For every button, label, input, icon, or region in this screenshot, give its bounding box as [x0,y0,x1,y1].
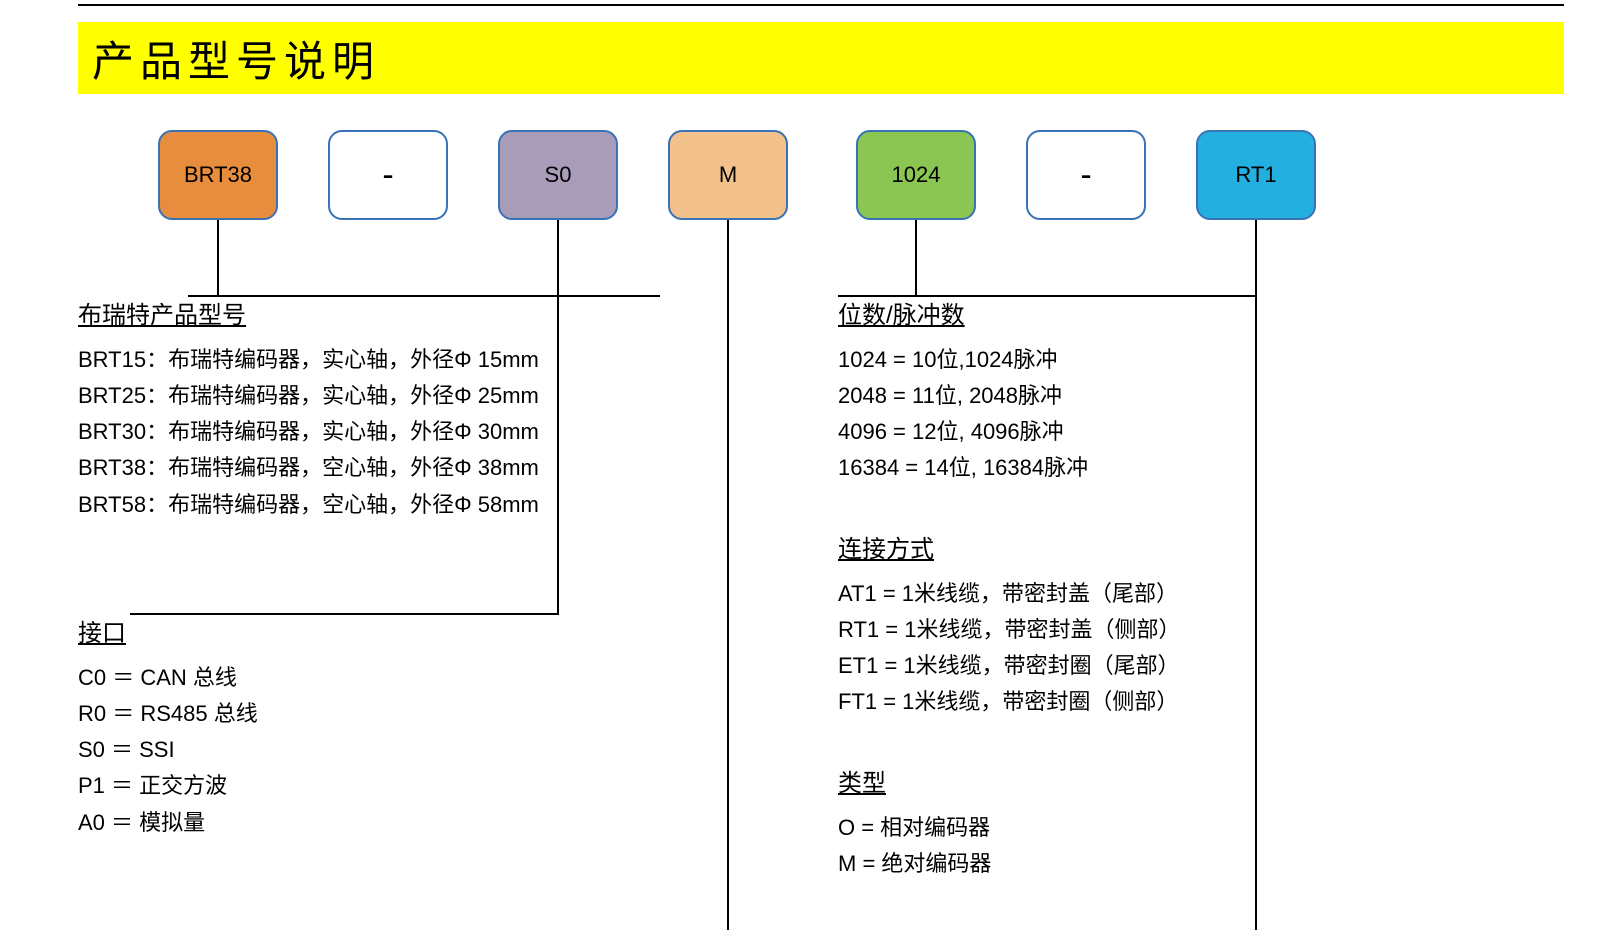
model-line-0: BRT15：布瑞特编码器，实心轴，外径Φ 15mm [78,342,539,378]
conn-line-0: AT1 = 1米线缆，带密封盖（尾部） [838,576,1180,612]
bits-line-0: 1024 = 10位,1024脉冲 [838,342,1088,378]
interface-line-1: R0 ＝ RS485 总线 [78,696,258,732]
code-box-1: - [328,130,448,220]
model-line-2: BRT30：布瑞特编码器，实心轴，外径Φ 30mm [78,414,539,450]
code-box-5: - [1026,130,1146,220]
section-type: 类型 O = 相对编码器M = 绝对编码器 [838,764,991,882]
type-line-0: O = 相对编码器 [838,810,991,846]
section-bits: 位数/脉冲数 1024 = 10位,1024脉冲2048 = 11位, 2048脉… [838,296,1088,487]
code-box-2: S0 [498,130,618,220]
interface-line-4: A0 ＝ 模拟量 [78,805,258,841]
bits-line-2: 4096 = 12位, 4096脉冲 [838,414,1088,450]
conn-title: 连接方式 [838,530,1180,570]
bits-line-1: 2048 = 11位, 2048脉冲 [838,378,1088,414]
conn-line-3: FT1 = 1米线缆，带密封圈（侧部） [838,684,1180,720]
code-box-6: RT1 [1196,130,1316,220]
interface-line-0: C0 ＝ CAN 总线 [78,660,258,696]
model-line-1: BRT25：布瑞特编码器，实心轴，外径Φ 25mm [78,378,539,414]
conn-line-1: RT1 = 1米线缆，带密封盖（侧部） [838,612,1180,648]
type-line-1: M = 绝对编码器 [838,846,991,882]
section-model: 布瑞特产品型号 BRT15：布瑞特编码器，实心轴，外径Φ 15mmBRT25：布瑞… [78,296,539,523]
bits-line-3: 16384 = 14位, 16384脉冲 [838,450,1088,486]
model-line-3: BRT38：布瑞特编码器，空心轴，外径Φ 38mm [78,450,539,486]
interface-line-3: P1 ＝ 正交方波 [78,768,258,804]
type-title: 类型 [838,764,991,804]
bits-title: 位数/脉冲数 [838,296,1088,336]
model-line-4: BRT58：布瑞特编码器，空心轴，外径Φ 58mm [78,487,539,523]
section-connection: 连接方式 AT1 = 1米线缆，带密封盖（尾部）RT1 = 1米线缆，带密封盖（侧… [838,530,1180,721]
interface-line-2: S0 ＝ SSI [78,732,258,768]
section-interface: 接口 C0 ＝ CAN 总线R0 ＝ RS485 总线S0 ＝ SSIP1 ＝ 正… [78,614,258,841]
model-title: 布瑞特产品型号 [78,296,539,336]
top-divider [78,4,1564,6]
page-title: 产品型号说明 [92,28,380,89]
code-box-3: M [668,130,788,220]
code-box-0: BRT38 [158,130,278,220]
code-box-4: 1024 [856,130,976,220]
title-bar: 产品型号说明 [78,22,1564,94]
interface-title: 接口 [78,614,258,654]
conn-line-2: ET1 = 1米线缆，带密封圈（尾部） [838,648,1180,684]
